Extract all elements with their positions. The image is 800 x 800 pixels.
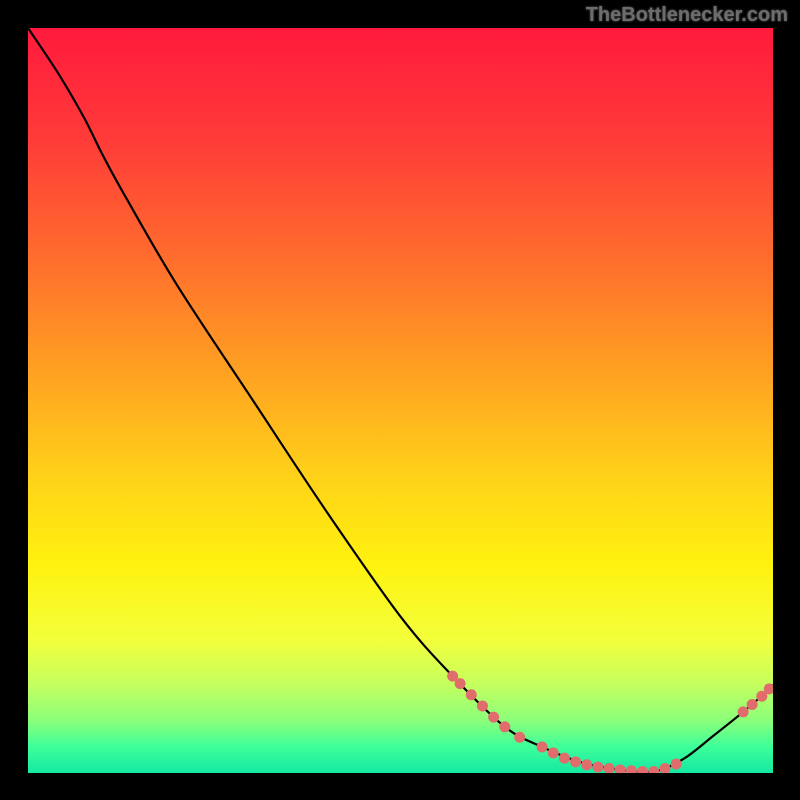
plot-background [28,28,773,773]
data-point [537,741,548,752]
data-point [466,689,477,700]
data-point [455,678,466,689]
data-point [559,753,570,764]
data-point [477,700,488,711]
data-point [488,712,499,723]
data-point [671,759,682,770]
chart-container: TheBottlenecker.com [0,0,800,800]
data-point [738,706,749,717]
data-point [747,699,758,710]
data-point [581,759,592,770]
watermark-text: TheBottlenecker.com [586,4,788,27]
data-point [514,732,525,743]
plot-area [28,28,773,773]
data-point [548,747,559,758]
data-point [570,756,581,767]
data-point [592,762,603,773]
data-point [499,721,510,732]
